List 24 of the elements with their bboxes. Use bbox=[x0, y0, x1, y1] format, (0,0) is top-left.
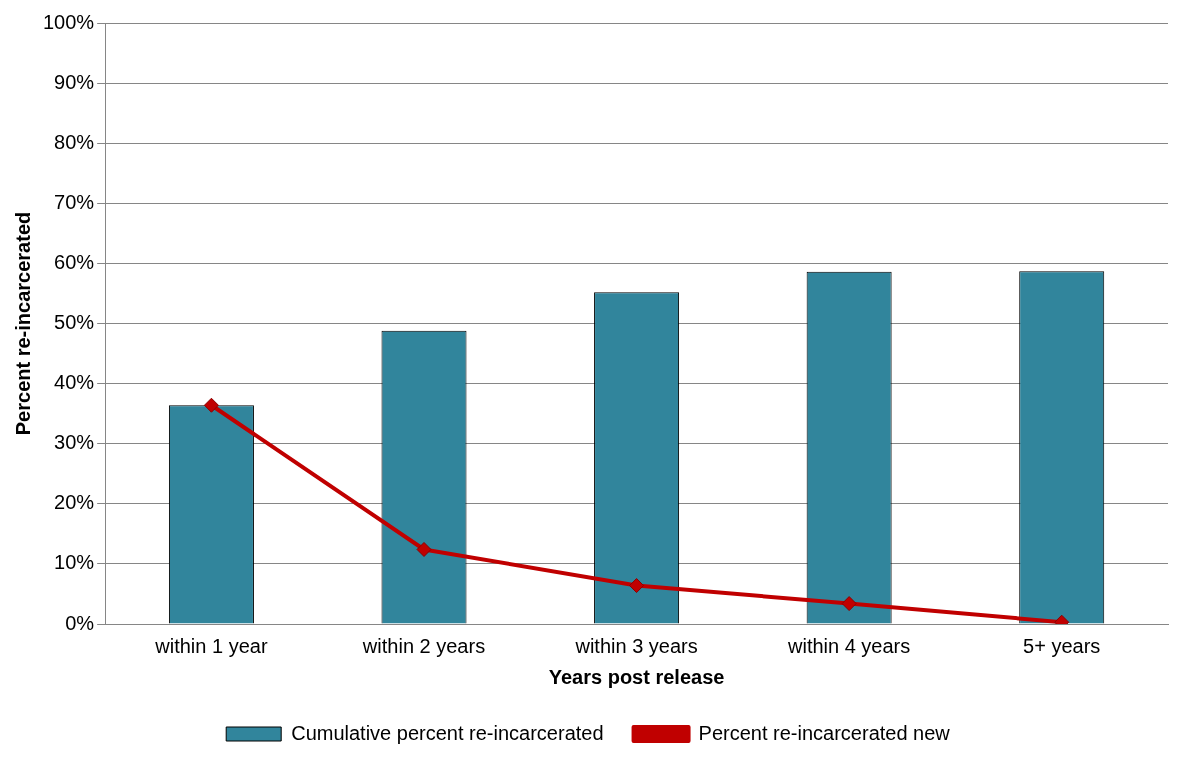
legend-label: Cumulative percent re-incarcerated bbox=[291, 721, 604, 744]
y-tick-label: 20% bbox=[54, 491, 95, 514]
point bbox=[841, 596, 857, 612]
y-axis-title: Percent re-incarcerated bbox=[11, 211, 34, 436]
x-tick-label: 5+ years bbox=[1023, 634, 1101, 657]
point bbox=[629, 578, 645, 594]
y-tick-label: 0% bbox=[65, 611, 95, 634]
y-tick-label: 60% bbox=[54, 250, 95, 273]
y-tick-label: 70% bbox=[54, 190, 95, 213]
y-tick-label: 30% bbox=[54, 431, 95, 454]
y-tick-label: 90% bbox=[54, 70, 95, 93]
x-tick-label: within 4 years bbox=[787, 634, 911, 657]
y-tick-label: 10% bbox=[54, 551, 95, 574]
y-tick-label: 40% bbox=[54, 371, 95, 394]
point bbox=[416, 541, 432, 557]
x-tick-label: within 3 years bbox=[574, 634, 698, 657]
legend-label: Percent re-incarcerated new bbox=[698, 721, 951, 744]
y-tick-label: 100% bbox=[43, 10, 95, 33]
point bbox=[203, 397, 219, 413]
x-axis-title: Years post release bbox=[548, 665, 725, 688]
y-tick-label: 80% bbox=[54, 130, 95, 153]
x-tick-label: within 2 years bbox=[361, 634, 486, 657]
y-tick-label: 50% bbox=[54, 311, 95, 334]
x-tick-label: within 1 year bbox=[154, 634, 268, 657]
